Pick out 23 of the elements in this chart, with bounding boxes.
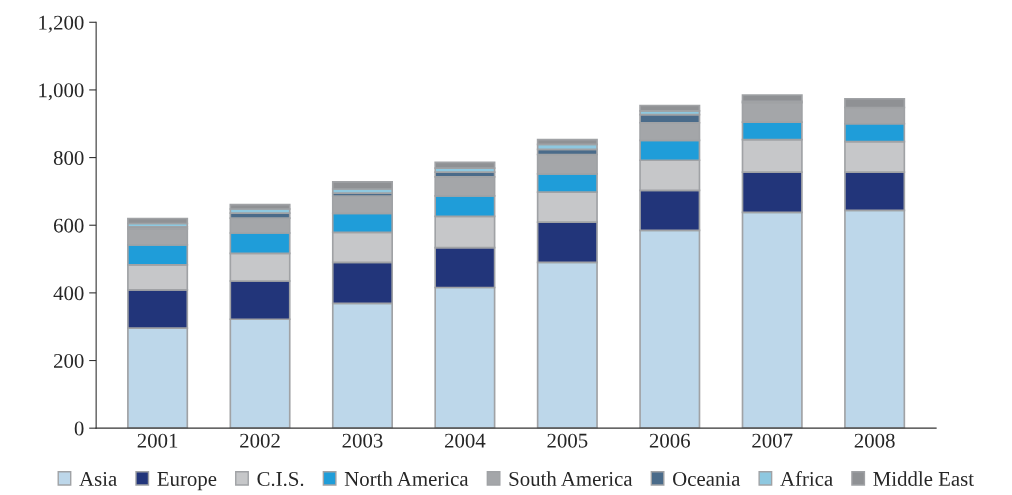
x-tick-label: 2003 [342,433,383,448]
legend-label: Asia [79,471,117,486]
x-tick-label: 2007 [752,433,793,448]
legend-label: Europe [157,472,217,491]
legend-label: Africa [780,471,833,486]
y-tick-label: 1,000 [39,83,84,101]
y-tick-label: 0 [74,421,84,436]
x-tick-label: 2005 [547,433,588,448]
x-tick-label: 2002 [240,433,280,448]
legend-label: Oceania [673,471,741,486]
legend-label: South America [509,471,633,486]
x-tick-label: 2006 [649,433,690,448]
y-tick-label: 800 [53,150,84,166]
x-tick-label: 2004 [444,433,486,448]
y-tick-label: 400 [53,286,84,301]
legend-label: C.I.S. [257,471,304,487]
x-tick-label: 2001 [137,433,178,448]
legend-label: Middle East [873,471,974,486]
y-tick-label: 600 [53,218,84,233]
y-tick-label: 200 [54,353,84,368]
legend-label: North America [344,471,469,486]
y-tick-label: 1,200 [39,15,84,33]
x-tick-label: 2008 [854,433,895,448]
